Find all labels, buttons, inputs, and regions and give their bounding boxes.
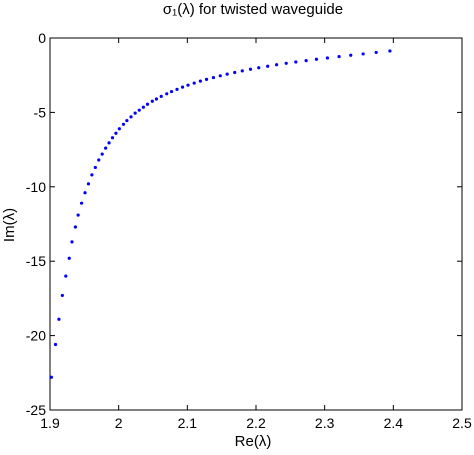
data-point	[110, 136, 115, 140]
data-point	[225, 72, 229, 76]
data-point	[294, 60, 298, 64]
data-point	[240, 69, 244, 73]
data-point	[125, 118, 129, 123]
y-tick-label: -15	[26, 253, 46, 269]
data-point	[304, 59, 308, 63]
data-point	[137, 108, 141, 112]
data-point	[117, 127, 121, 131]
x-tick-label: 2.1	[178, 415, 198, 431]
data-point	[361, 52, 365, 56]
data-point	[314, 57, 319, 61]
data-point	[121, 122, 126, 126]
data-point	[186, 83, 190, 87]
data-point	[337, 55, 341, 59]
data-point	[93, 165, 97, 170]
data-point	[60, 293, 64, 298]
y-tick-label: -25	[26, 402, 46, 418]
x-tick-label: 1.9	[40, 415, 60, 431]
data-point	[107, 141, 111, 145]
data-point	[159, 94, 163, 98]
data-point	[374, 50, 378, 55]
data-point	[64, 274, 68, 278]
data-point	[349, 53, 353, 57]
data-point	[67, 256, 71, 260]
data-points	[49, 49, 392, 379]
x-axis: 1.9 2 2.1 2.2 2.3 2.4 2.5	[40, 38, 472, 431]
data-point	[266, 64, 270, 68]
data-point	[86, 182, 91, 186]
data-point	[165, 92, 169, 96]
data-point	[145, 102, 150, 106]
x-tick-label: 2.3	[315, 415, 335, 431]
data-point	[180, 85, 185, 89]
data-point	[218, 74, 222, 78]
data-point	[90, 173, 94, 177]
data-point	[211, 75, 216, 80]
data-point	[97, 158, 101, 162]
data-point	[388, 49, 392, 53]
data-point	[70, 240, 74, 244]
y-axis: 0 -5 -10 -15 -20 -25	[26, 30, 462, 418]
x-tick-label: 2.2	[246, 415, 266, 431]
x-tick-label: 2.5	[452, 415, 472, 431]
data-point	[104, 146, 108, 150]
axes-box	[49, 37, 463, 411]
chart-title: σ₁(λ) for twisted waveguide	[163, 1, 343, 18]
data-point	[284, 61, 288, 65]
y-tick-label: -10	[26, 179, 46, 195]
data-point	[100, 152, 104, 156]
data-point	[53, 342, 58, 347]
y-tick-label: -5	[34, 104, 47, 120]
data-point	[83, 191, 87, 195]
data-point	[49, 375, 53, 379]
x-tick-label: 2.4	[384, 415, 404, 431]
data-point	[129, 115, 133, 119]
data-point	[257, 66, 261, 70]
y-tick-label: 0	[38, 30, 46, 46]
data-point	[198, 79, 202, 83]
data-point	[204, 77, 209, 81]
data-point	[79, 201, 84, 205]
data-point	[114, 131, 118, 135]
data-point	[248, 67, 253, 71]
data-point	[175, 87, 179, 91]
data-point	[169, 89, 174, 94]
data-point	[133, 111, 137, 115]
plot-area-frame	[49, 37, 463, 411]
y-tick-label: -20	[26, 328, 46, 344]
data-point	[73, 225, 78, 229]
x-tick-label: 2	[115, 415, 123, 431]
y-axis-label: Im(λ)	[1, 208, 18, 242]
data-point	[57, 317, 61, 321]
x-axis-label: Re(λ)	[235, 433, 272, 450]
data-point	[150, 99, 154, 103]
data-point	[325, 56, 330, 60]
data-point	[275, 63, 279, 67]
data-point	[192, 81, 196, 85]
data-point	[76, 213, 80, 217]
data-point	[141, 105, 145, 109]
data-point	[154, 97, 159, 101]
data-point	[233, 70, 237, 75]
